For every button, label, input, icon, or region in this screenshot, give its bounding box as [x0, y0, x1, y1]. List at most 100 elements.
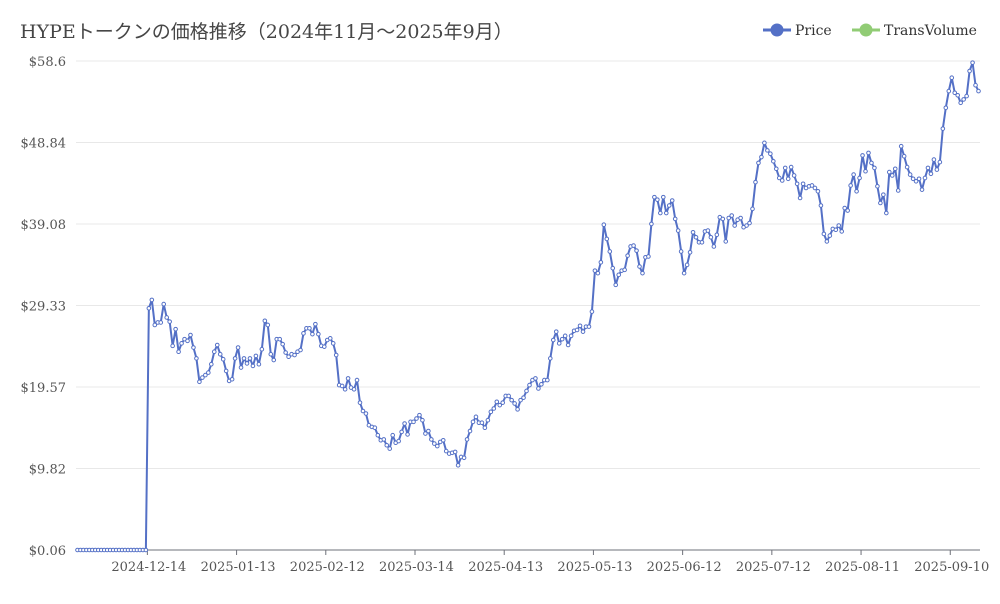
- price-point[interactable]: [907, 172, 913, 177]
- price-point[interactable]: [577, 323, 583, 329]
- price-point[interactable]: [354, 377, 360, 383]
- price-point[interactable]: [553, 329, 559, 334]
- price-point[interactable]: [684, 262, 690, 268]
- price-point[interactable]: [845, 208, 850, 213]
- price-point[interactable]: [931, 157, 937, 162]
- price-point[interactable]: [339, 383, 345, 389]
- price-point[interactable]: [699, 239, 705, 245]
- price-point[interactable]: [711, 244, 717, 249]
- price-point[interactable]: [271, 357, 277, 363]
- price-point[interactable]: [765, 148, 770, 153]
- price-point[interactable]: [518, 397, 523, 403]
- price-point[interactable]: [574, 327, 580, 333]
- price-point[interactable]: [943, 105, 949, 111]
- price-point[interactable]: [241, 356, 247, 361]
- price-point[interactable]: [191, 345, 196, 350]
- price-point[interactable]: [916, 176, 922, 182]
- price-point[interactable]: [556, 341, 562, 346]
- price-point[interactable]: [244, 361, 250, 366]
- price-point[interactable]: [432, 441, 437, 446]
- price-point[interactable]: [794, 181, 800, 187]
- price-point[interactable]: [384, 442, 390, 448]
- price-point[interactable]: [857, 175, 862, 181]
- price-point[interactable]: [607, 249, 613, 254]
- price-point[interactable]: [672, 216, 678, 222]
- price-point[interactable]: [776, 175, 782, 181]
- price-point[interactable]: [934, 167, 940, 172]
- price-point[interactable]: [559, 336, 565, 342]
- price-point[interactable]: [292, 352, 297, 358]
- price-point[interactable]: [265, 322, 271, 328]
- price-point[interactable]: [586, 324, 592, 329]
- price-point[interactable]: [322, 344, 327, 349]
- price-point[interactable]: [815, 189, 821, 194]
- price-point[interactable]: [390, 432, 396, 438]
- price-point[interactable]: [488, 409, 494, 415]
- price-point[interactable]: [399, 429, 404, 435]
- price-point[interactable]: [310, 331, 315, 337]
- price-point[interactable]: [229, 376, 235, 382]
- price-point[interactable]: [812, 185, 818, 191]
- price-point[interactable]: [952, 90, 958, 96]
- price-point[interactable]: [961, 97, 966, 102]
- price-point[interactable]: [818, 203, 824, 208]
- price-point[interactable]: [913, 178, 919, 184]
- price-point[interactable]: [333, 352, 339, 358]
- price-point[interactable]: [669, 198, 675, 203]
- price-point[interactable]: [967, 68, 972, 74]
- price-point[interactable]: [396, 438, 401, 444]
- price-point[interactable]: [381, 437, 387, 442]
- price-point[interactable]: [443, 448, 449, 454]
- price-point[interactable]: [232, 356, 238, 361]
- price-point[interactable]: [316, 331, 321, 337]
- price-point[interactable]: [429, 437, 434, 442]
- price-point[interactable]: [875, 184, 880, 189]
- price-point[interactable]: [910, 176, 916, 182]
- price-point[interactable]: [833, 227, 839, 233]
- price-point[interactable]: [268, 351, 274, 357]
- price-point[interactable]: [729, 213, 735, 218]
- price-point[interactable]: [705, 228, 711, 233]
- price-point[interactable]: [839, 229, 845, 234]
- price-point[interactable]: [958, 100, 963, 106]
- price-point[interactable]: [521, 395, 526, 400]
- price-point[interactable]: [342, 386, 348, 392]
- price-point[interactable]: [250, 363, 256, 369]
- price-point[interactable]: [360, 408, 366, 414]
- price-point[interactable]: [687, 249, 693, 255]
- price-point[interactable]: [646, 254, 651, 259]
- price-point[interactable]: [482, 425, 488, 431]
- price-point[interactable]: [661, 194, 666, 200]
- price-point[interactable]: [756, 160, 761, 166]
- price-point[interactable]: [881, 192, 886, 197]
- price-point[interactable]: [580, 329, 586, 334]
- price-point[interactable]: [708, 234, 714, 240]
- price-point[interactable]: [307, 326, 312, 331]
- price-point[interactable]: [188, 332, 193, 338]
- price-point[interactable]: [217, 351, 223, 357]
- price-point[interactable]: [548, 356, 553, 361]
- price-point[interactable]: [194, 356, 199, 361]
- price-point[interactable]: [747, 220, 752, 226]
- price-point[interactable]: [666, 203, 672, 208]
- price-point[interactable]: [426, 428, 431, 434]
- price-point[interactable]: [497, 402, 503, 408]
- price-point[interactable]: [652, 194, 657, 200]
- price-point[interactable]: [869, 160, 874, 166]
- price-point[interactable]: [479, 420, 485, 426]
- price-point[interactable]: [598, 260, 604, 265]
- price-point[interactable]: [327, 336, 333, 341]
- price-point[interactable]: [901, 153, 907, 159]
- price-point[interactable]: [452, 449, 458, 455]
- price-point[interactable]: [405, 432, 410, 437]
- price-point[interactable]: [723, 239, 729, 244]
- price-point[interactable]: [372, 425, 378, 431]
- price-point[interactable]: [357, 400, 363, 405]
- price-point[interactable]: [809, 183, 815, 188]
- price-point[interactable]: [878, 200, 883, 206]
- price-point[interactable]: [298, 347, 303, 353]
- price-point[interactable]: [964, 93, 969, 99]
- price-point[interactable]: [928, 171, 934, 177]
- price-point[interactable]: [455, 463, 461, 468]
- price-point[interactable]: [678, 249, 684, 254]
